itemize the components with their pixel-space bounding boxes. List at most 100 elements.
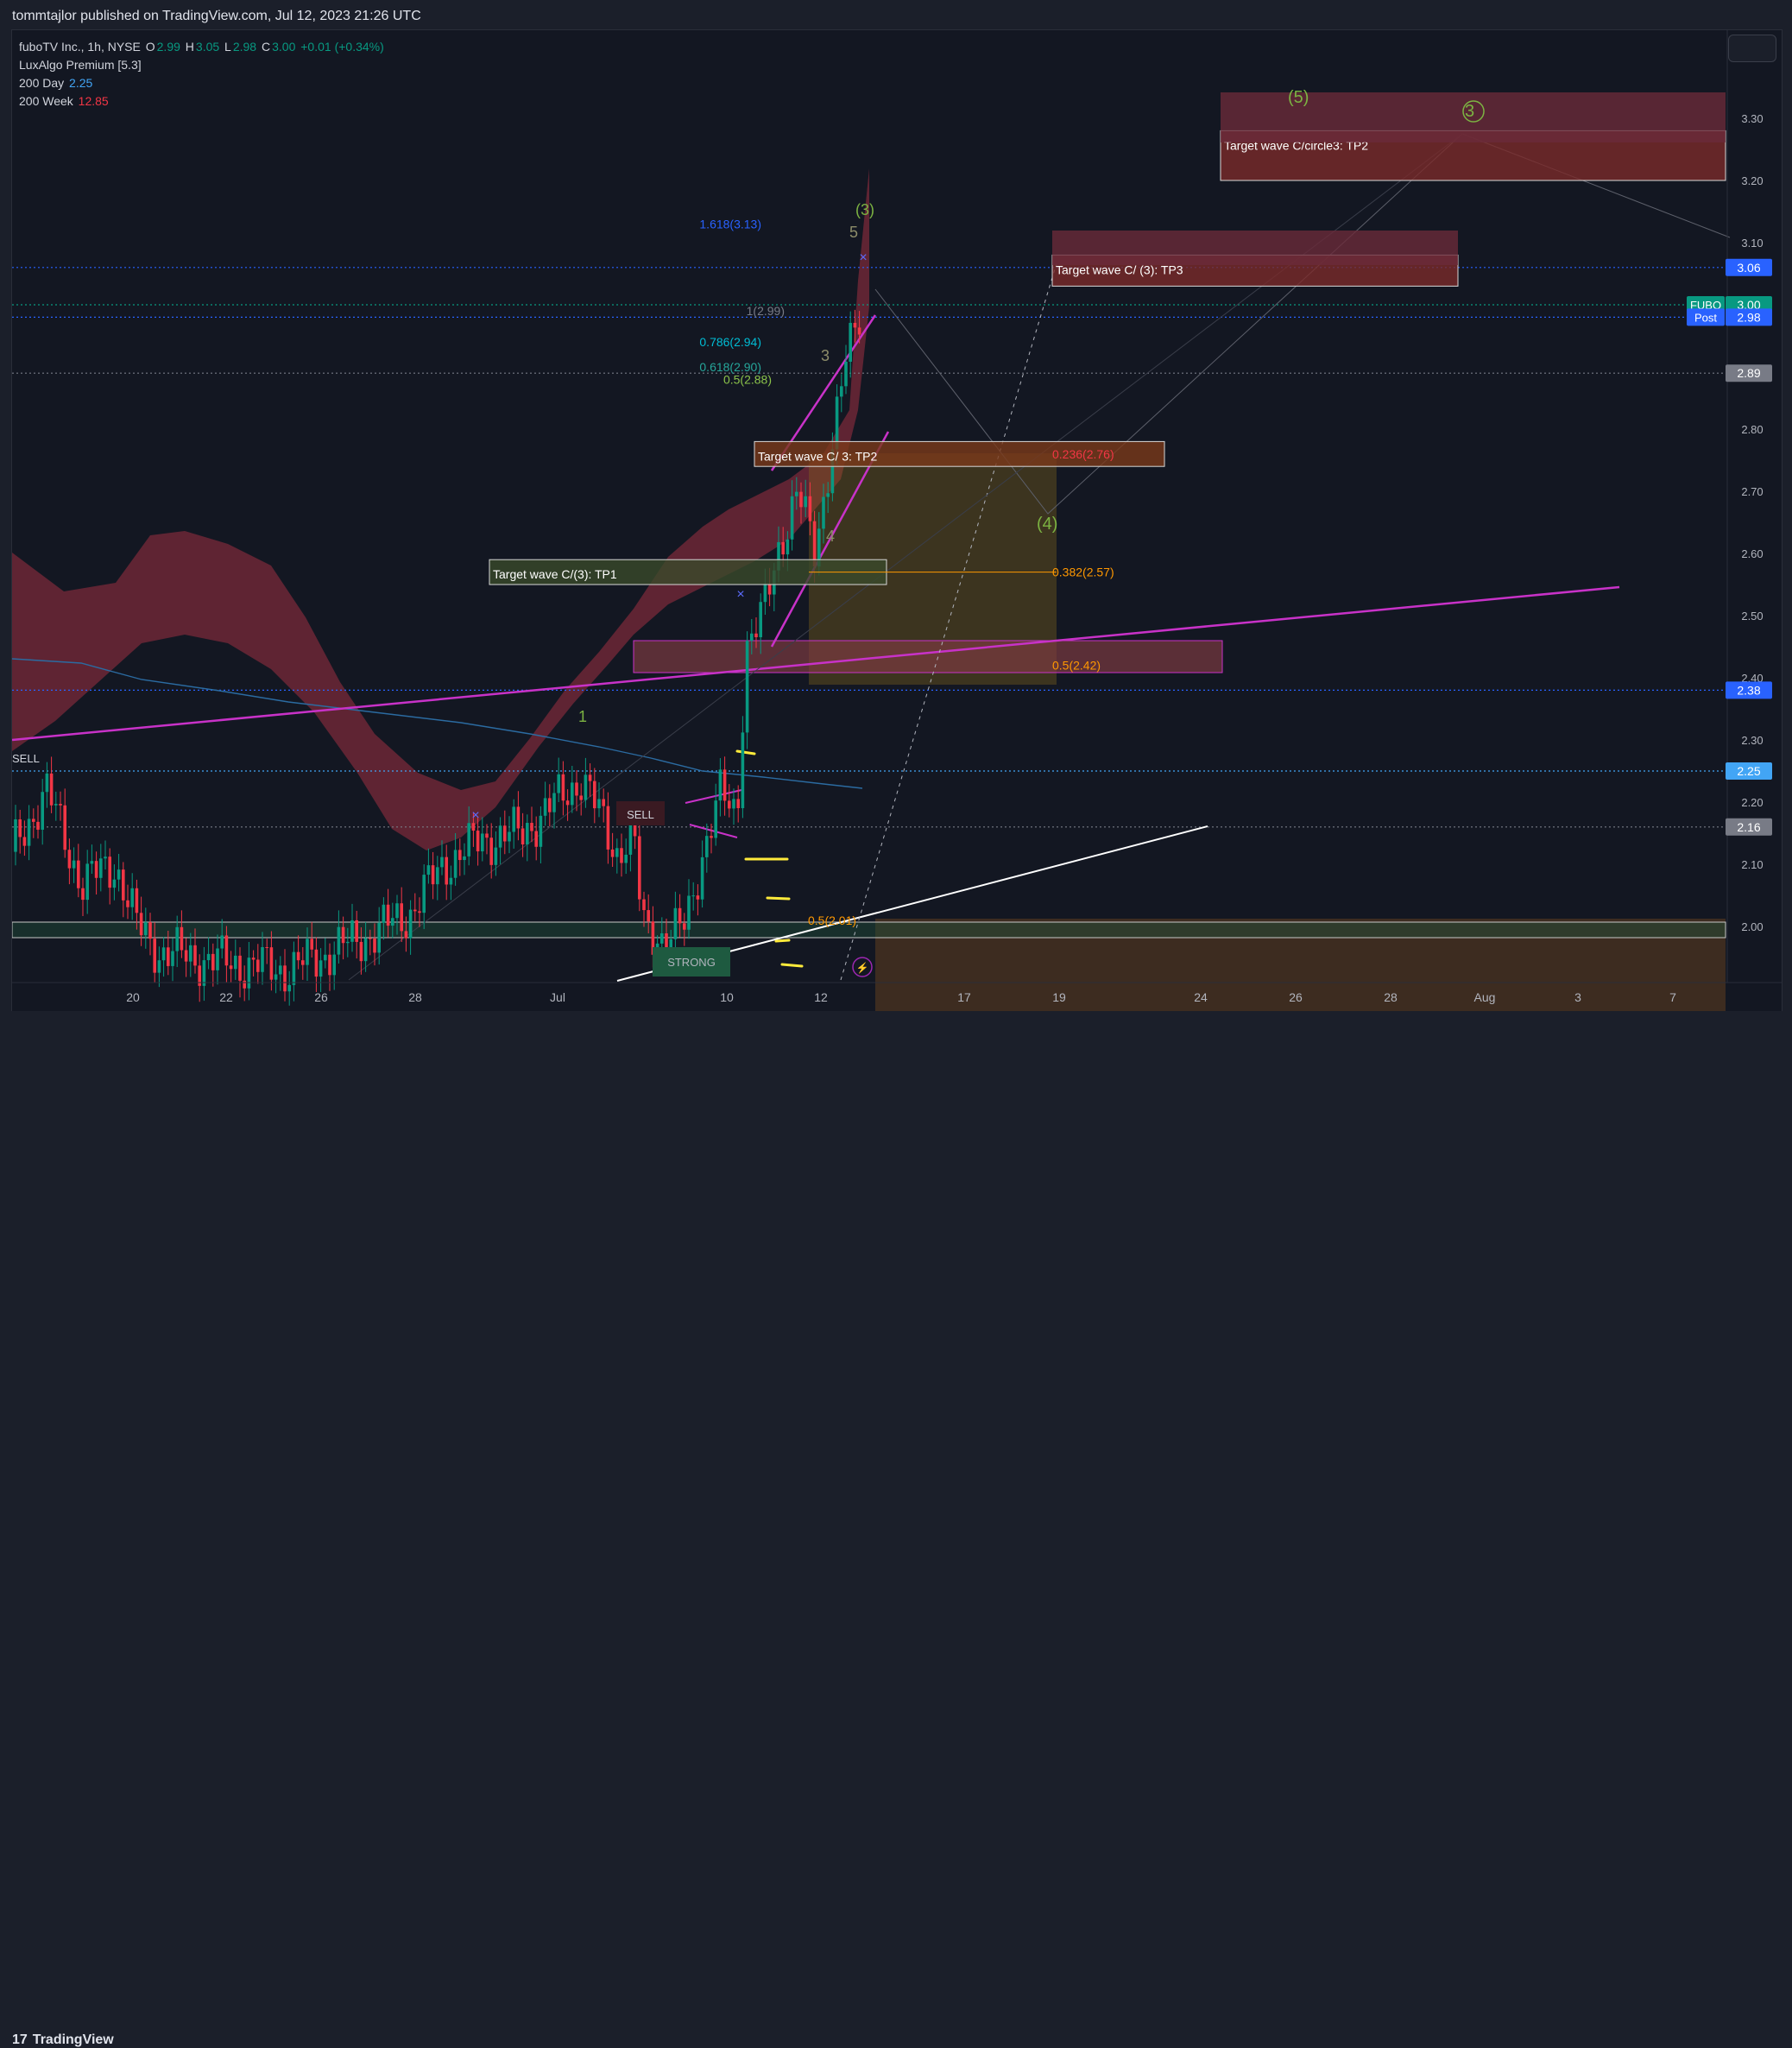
fib-label-5: 0.236(2.76) [1052,447,1114,461]
candle-body [463,856,466,861]
candle-body [126,900,129,907]
candle [391,902,394,939]
candle-body [85,863,89,901]
legend-ma200w-label: 200 Week [19,94,73,108]
candle [49,756,54,813]
price-tag-5: 2.25 [1737,764,1760,778]
tradingview-logo[interactable]: 17 TradingView [12,2032,114,2048]
candle [77,844,80,898]
candle [144,907,148,949]
candle [638,820,641,912]
candle-body [795,491,798,496]
price-tag-prefix-bg-2 [1687,308,1725,326]
candle [728,784,731,818]
legend-high-value: 3.05 [195,40,220,54]
fib-label-4: 0.5(2.88) [723,372,772,386]
candle [104,840,107,869]
legend-ma200d-row: 200 Day 2.25 [19,74,386,92]
candle-body [431,865,435,885]
candle-body [759,602,762,638]
candle [359,927,363,975]
candle [373,923,376,966]
candle-body [777,541,780,571]
candle-body [485,833,489,838]
candle-body [413,909,417,912]
candle-body [471,823,476,831]
fib-label-6: 0.382(2.57) [1052,566,1114,579]
candle [369,929,372,956]
x-tick-10: 26 [1289,990,1303,1004]
candle-body [786,539,790,555]
candle-body [377,922,381,953]
candle [404,916,408,952]
candle-body [395,903,399,919]
candle [521,812,525,857]
candle-body [274,974,278,980]
x-tick-0: 20 [126,990,140,1004]
candle-body [575,782,578,796]
base-zone [12,921,1726,939]
candle [790,480,794,551]
fib-label-2: 0.786(2.94) [699,335,761,349]
demand-zone [875,919,1726,1012]
candle-body [521,828,525,845]
x-tick-11: 28 [1384,990,1398,1004]
candle-body [767,584,772,595]
candle-body [494,847,498,865]
candle-body [27,819,31,846]
candle-body [67,850,72,869]
chart-panel[interactable]: Target wave C/circle3: TP2 Target wave C/… [11,29,1783,1013]
chart-settings-button[interactable] [1728,35,1776,62]
candle-body [678,907,682,924]
candle [283,949,287,1002]
candle [328,943,331,991]
tradingview-mark-icon: 17 [12,2032,28,2047]
legend-close-value: 3.00 [272,40,296,54]
candle-body [36,821,40,830]
legend-ma200d-label: 200 Day [19,76,65,90]
price-tag-1: 3.00 [1737,298,1760,312]
candle-body [736,799,740,808]
candle-body [337,926,341,955]
candle [530,806,533,843]
candle-body [386,904,390,926]
wave-circle-3-icon [1462,100,1485,123]
y-tick-8: 2.80 [1741,423,1763,436]
candle [72,847,76,883]
candle [67,838,72,885]
candle-body [426,865,431,875]
candle-body [436,867,439,885]
candle-body [391,918,394,926]
candle-body [346,941,350,944]
candle-body [799,491,803,508]
yellow-mark-3 [774,939,791,943]
candle [588,763,592,798]
candle [59,791,62,821]
candle-body [139,913,143,936]
candle-body [355,920,358,942]
flag-upper [685,789,742,804]
x-tick-9: 24 [1194,990,1208,1004]
candle [624,838,628,875]
candle [453,832,457,886]
candle-body [45,773,49,793]
chart-legend: fuboTV Inc., 1h, NYSE O 2.99 H 3.05 L 2.98 … [19,38,386,111]
candle-body [660,932,664,944]
candle [36,805,40,839]
legend-open-value: 2.99 [156,40,180,54]
candle [714,783,717,846]
price-tag-0: 3.06 [1737,261,1760,275]
flag-lower [689,824,738,838]
y-tick-1: 2.10 [1741,858,1763,871]
candle-body [167,947,170,966]
legend-ma200w-value: 12.85 [78,94,109,108]
candle [85,850,89,914]
candle [274,959,278,994]
candle-body [530,823,533,831]
candle-body [247,958,251,989]
tradingview-brand: TradingView [32,2032,114,2047]
candle-body [184,950,188,962]
candle [382,897,386,940]
candle [571,765,574,813]
